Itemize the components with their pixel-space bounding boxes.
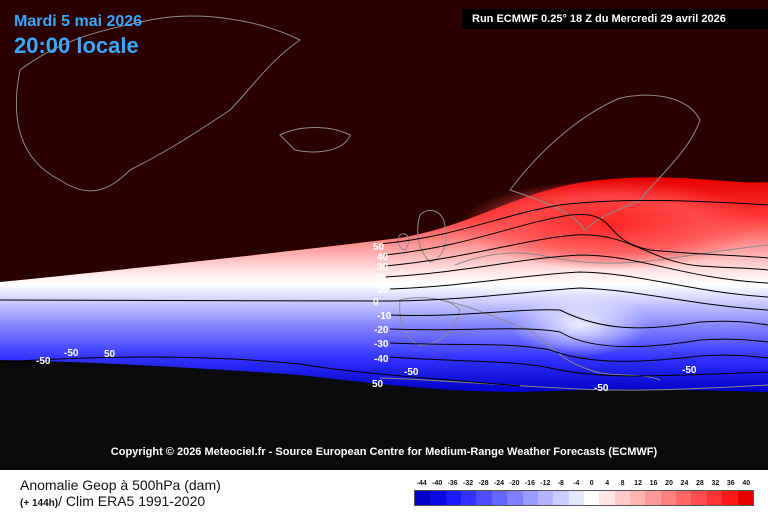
legend-tick-label: -40	[432, 480, 443, 487]
contour-label: -30	[374, 339, 389, 350]
north-africa-coast	[379, 377, 768, 391]
forecast-time: 20:00 locale	[14, 33, 139, 58]
legend-tick-label: -36	[447, 480, 458, 487]
scandinavia-coast	[509, 94, 701, 231]
contour-label: 10	[377, 285, 389, 296]
legend-tick-label: -20	[509, 480, 520, 487]
legend-swatch	[706, 491, 723, 505]
contour-label: 30	[377, 262, 389, 273]
legend-tick-label: 12	[634, 480, 642, 487]
contour-line	[0, 356, 521, 387]
contour-line	[389, 342, 768, 362]
contour-line	[384, 213, 768, 259]
greenland-coast	[15, 15, 301, 192]
iceland-coast	[279, 127, 351, 153]
contour-label: -50	[64, 348, 79, 359]
contour-lines	[0, 199, 768, 387]
legend-swatch	[722, 491, 738, 505]
legend-tick-label: 0	[589, 480, 594, 487]
contour-label: -20	[374, 325, 389, 336]
contour-line	[389, 309, 768, 329]
parameter-title: Anomalie Geop à 500hPa (dam)	[20, 477, 221, 493]
legend-tick-label: -44	[416, 480, 427, 487]
legend-tick-label: 20	[665, 480, 673, 487]
contour-label: -50	[594, 383, 609, 394]
legend-swatch	[645, 491, 661, 505]
contour-label: -50	[682, 365, 697, 376]
legend-tick-label: 16	[649, 480, 658, 487]
contour-label: -50	[404, 367, 419, 378]
contour-label: 0	[373, 297, 379, 308]
model-run-label: Run ECMWF 0.25° 18 Z du Mercredi 29 avri…	[462, 9, 768, 29]
legend-swatch	[599, 491, 615, 505]
contour-label: 50	[372, 379, 384, 390]
parameter-subtitle: (+ 144h)/ Clim ERA5 1991-2020	[20, 493, 205, 509]
legend-swatch	[568, 491, 584, 505]
legend-tick-label: -24	[493, 480, 505, 487]
legend-swatch	[691, 491, 707, 505]
legend-swatch	[445, 491, 462, 505]
contour-label: 50	[373, 242, 385, 253]
legend-swatch	[537, 491, 554, 505]
legend-swatch	[614, 491, 631, 505]
legend-swatch	[507, 491, 523, 505]
legend-tick-label: -12	[540, 480, 551, 487]
forecast-date: Mardi 5 mai 2026	[14, 13, 143, 30]
color-legend: -44 -40 -36 -32 -28 -24 -20 -16 -12 -8 -4 0 4 8 12 16 20…	[414, 480, 754, 508]
legend-tick-label: -32	[463, 480, 474, 487]
legend-tick-label: 36	[726, 480, 735, 487]
legend-tick-label: 28	[696, 480, 704, 487]
legend-color-bar	[414, 490, 754, 506]
contour-line	[384, 234, 768, 271]
climatology-reference: / Clim ERA5 1991-2020	[58, 493, 206, 509]
legend-tick-label: 40	[742, 480, 751, 487]
contour-label: 50	[104, 349, 116, 360]
legend-swatch	[737, 491, 753, 505]
contour-line	[0, 287, 768, 311]
legend-swatch	[660, 491, 677, 505]
legend-swatch	[583, 491, 600, 505]
copyright-notice: Copyright © 2026 Meteociel.fr - Source E…	[110, 446, 658, 458]
legend-swatch	[476, 491, 492, 505]
legend-tick-label: -16	[524, 480, 535, 487]
british-isles-coast	[397, 210, 447, 263]
coastlines	[15, 15, 768, 391]
contour-line	[389, 328, 768, 348]
continent-coast	[439, 244, 768, 381]
legend-swatch	[430, 491, 446, 505]
contour-line	[379, 199, 768, 245]
legend-tick-label: -28	[478, 480, 489, 487]
legend-swatch	[630, 491, 646, 505]
legend-swatch	[553, 491, 569, 505]
contour-label: -10	[377, 311, 392, 322]
legend-swatch	[415, 491, 431, 505]
legend-tick-label: 24	[680, 480, 689, 487]
legend-swatch	[676, 491, 692, 505]
contour-label: -40	[374, 354, 389, 365]
contour-labels: 50 40 30 20 10 0 -10 -20 -30 -40 -50 -50…	[36, 242, 697, 394]
legend-tick-label: -8	[557, 480, 564, 487]
contour-line	[389, 271, 768, 298]
legend-tick-label: 4	[605, 480, 610, 487]
legend-tick-label: -4	[573, 480, 580, 487]
contour-label: 20	[375, 273, 387, 284]
legend-tick-label: 32	[711, 480, 720, 487]
red-anomaly-core	[460, 180, 760, 270]
white-anomaly-core	[510, 293, 650, 357]
anomaly-map: 50 40 30 20 10 0 -10 -20 -30 -40 -50 -50…	[0, 0, 768, 470]
forecast-lead-time: (+ 144h)	[20, 498, 59, 509]
contour-line	[384, 254, 768, 284]
contour-label: 40	[377, 252, 389, 263]
legend-swatch	[461, 491, 477, 505]
contour-label: -50	[36, 356, 51, 367]
legend-swatch	[522, 491, 538, 505]
contour-line	[389, 356, 768, 377]
legend-swatch	[491, 491, 508, 505]
legend-tick-label: 8	[620, 480, 625, 487]
